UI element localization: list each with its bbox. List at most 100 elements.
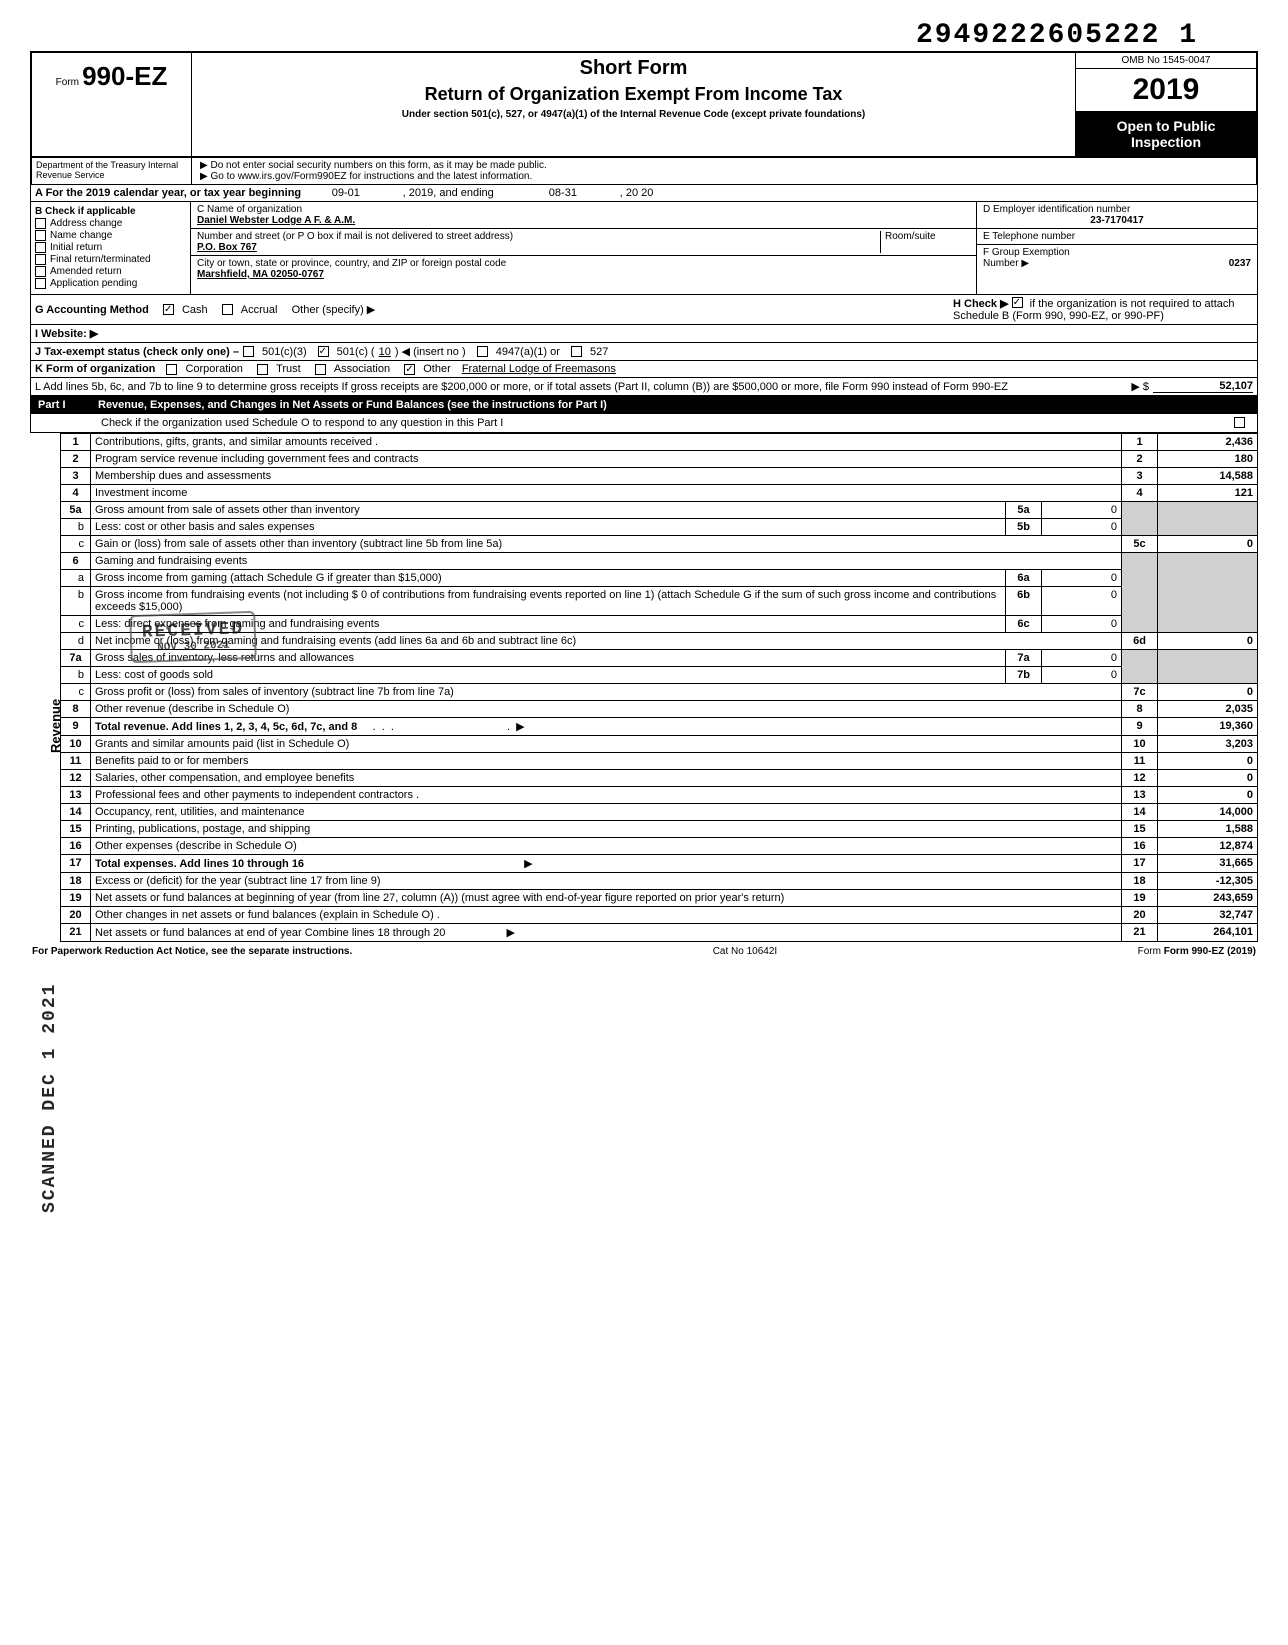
form-990ez: 990-EZ [82, 61, 167, 91]
cb-h[interactable] [1012, 297, 1023, 308]
line14-desc: Occupancy, rent, utilities, and maintena… [95, 806, 305, 818]
row-a-year: , 20 20 [620, 187, 654, 199]
form-title-box: Short Form Return of Organization Exempt… [192, 53, 1076, 156]
cb-501c[interactable] [318, 346, 329, 357]
line17-desc: Total expenses. Add lines 10 through 16 [95, 858, 304, 870]
cb-accrual[interactable] [222, 304, 233, 315]
line-6: 6 Gaming and fundraising events [61, 553, 1258, 570]
line6d-desc: Net income or (loss) from gaming and fun… [95, 635, 576, 647]
line20-desc: Other changes in net assets or fund bala… [95, 909, 440, 921]
k-assoc: Association [334, 363, 390, 375]
line21-desc: Net assets or fund balances at end of ye… [95, 927, 445, 939]
line-14: 14Occupancy, rent, utilities, and mainte… [61, 804, 1258, 821]
f-sub: Number ▶ [983, 258, 1029, 269]
k-corp: Corporation [185, 363, 242, 375]
row-a-tax-year: A For the 2019 calendar year, or tax yea… [30, 185, 1258, 202]
opt-pending: Application pending [50, 278, 137, 289]
line-19: 19Net assets or fund balances at beginni… [61, 890, 1258, 907]
val-6b: 0 [1042, 587, 1122, 616]
org-street: P.O. Box 767 [197, 242, 257, 253]
line-7a: 7a Gross sales of inventory, less return… [61, 650, 1258, 667]
g-accrual: Accrual [241, 304, 278, 316]
line21-val: 264,101 [1158, 924, 1258, 942]
val-6a: 0 [1042, 570, 1122, 587]
open-public-2: Inspection [1080, 134, 1252, 150]
col-b-checkboxes: B Check if applicable Address change Nam… [31, 202, 191, 294]
row-k-formorg: K Form of organization Corporation Trust… [30, 361, 1258, 378]
line-20: 20Other changes in net assets or fund ba… [61, 907, 1258, 924]
line-11: 11Benefits paid to or for members 110 [61, 753, 1258, 770]
line17-val: 31,665 [1158, 855, 1258, 873]
cb-amended[interactable] [35, 266, 46, 277]
line12-val: 0 [1158, 770, 1258, 787]
line5c-val: 0 [1158, 536, 1258, 553]
line2-val: 180 [1158, 451, 1258, 468]
line11-desc: Benefits paid to or for members [95, 755, 248, 767]
line7b-desc: Less: cost of goods sold [95, 669, 213, 681]
val-7a: 0 [1042, 650, 1122, 667]
cb-527[interactable] [571, 346, 582, 357]
row-a-prefix: A For the 2019 calendar year, or tax yea… [35, 187, 301, 199]
cb-final[interactable] [35, 254, 46, 265]
cb-assoc[interactable] [315, 364, 326, 375]
j-527: 527 [590, 346, 608, 358]
line-6d: d Net income or (loss) from gaming and f… [61, 633, 1258, 650]
header-right-box: OMB No 1545-0047 2019 Open to Public Ins… [1076, 53, 1256, 156]
row-j-status: J Tax-exempt status (check only one) – 5… [30, 343, 1258, 361]
footer-mid: Cat No 10642I [713, 946, 778, 957]
h-label: H Check ▶ [953, 298, 1009, 310]
scanned-stamp: SCANNED DEC 1 2021 [40, 983, 60, 1213]
cb-corp[interactable] [166, 364, 177, 375]
org-city: Marshfield, MA 02050-0767 [197, 269, 324, 280]
footer-left: For Paperwork Reduction Act Notice, see … [32, 946, 352, 957]
box-5b: 5b [1006, 519, 1042, 536]
part1-header: Part I Revenue, Expenses, and Changes in… [30, 396, 1258, 414]
line14-val: 14,000 [1158, 804, 1258, 821]
opt-amended: Amended return [50, 266, 122, 277]
line-6b: b Gross income from fundraising events (… [61, 587, 1258, 616]
row-a-mid: , 2019, and ending [403, 187, 494, 199]
cb-address-change[interactable] [35, 218, 46, 229]
cb-trust[interactable] [257, 364, 268, 375]
opt-name: Name change [50, 230, 112, 241]
cb-k-other[interactable] [404, 364, 415, 375]
cb-cash[interactable] [163, 304, 174, 315]
cb-pending[interactable] [35, 278, 46, 289]
g-cash: Cash [182, 304, 208, 316]
line8-desc: Other revenue (describe in Schedule O) [95, 703, 289, 715]
cb-schedule-o[interactable] [1234, 417, 1245, 428]
goto-url: Go to www.irs.gov/Form990EZ for instruct… [200, 171, 1248, 182]
lines-section: Revenue SCANNED DEC 1 2021 RECEIVED NOV … [30, 433, 1258, 942]
opt-final: Final return/terminated [50, 254, 151, 265]
line15-val: 1,588 [1158, 821, 1258, 838]
line6b-desc: Gross income from fundraising events (no… [95, 589, 996, 613]
line-5a: 5a Gross amount from sale of assets othe… [61, 502, 1258, 519]
line7c-desc: Gross profit or (loss) from sales of inv… [95, 686, 454, 698]
line-6c: c Less: direct expenses from gaming and … [61, 616, 1258, 633]
no-ssn-note: Do not enter social security numbers on … [200, 160, 1248, 171]
line18-val: -12,305 [1158, 873, 1258, 890]
cb-501c3[interactable] [243, 346, 254, 357]
line4-val: 121 [1158, 485, 1258, 502]
line-4: 4 Investment income 4121 [61, 485, 1258, 502]
box-6a: 6a [1006, 570, 1042, 587]
c-city-label: City or town, state or province, country… [197, 258, 506, 269]
j-insert-no: 10 [379, 346, 391, 358]
cb-name-change[interactable] [35, 230, 46, 241]
line6d-val: 0 [1158, 633, 1258, 650]
cb-4947[interactable] [477, 346, 488, 357]
part1-label: Part I [38, 399, 98, 411]
k-other: Other [423, 363, 451, 375]
line3-desc: Membership dues and assessments [95, 470, 271, 482]
col-def: D Employer identification number 23-7170… [977, 202, 1257, 294]
cb-initial[interactable] [35, 242, 46, 253]
tax-year-end: 08-31 [549, 187, 577, 199]
l-val: 52,107 [1153, 380, 1253, 393]
line5a-desc: Gross amount from sale of assets other t… [95, 504, 360, 516]
line-2: 2 Program service revenue including gove… [61, 451, 1258, 468]
j-4947: 4947(a)(1) or [496, 346, 560, 358]
k-other-val: Fraternal Lodge of Freemasons [462, 363, 616, 375]
line-15: 15Printing, publications, postage, and s… [61, 821, 1258, 838]
document-id-number: 2949222605222 1 [30, 20, 1258, 51]
line-7c: c Gross profit or (loss) from sales of i… [61, 684, 1258, 701]
